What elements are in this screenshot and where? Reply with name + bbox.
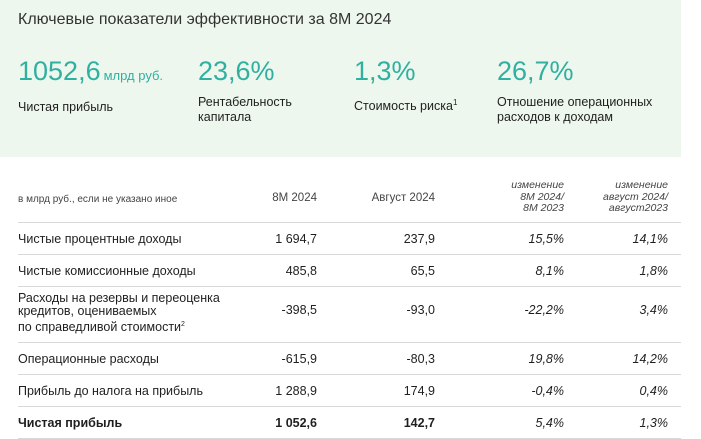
cell-august-2024: 174,9 [403,384,435,398]
header-august-2024: Август 2024 [371,192,435,204]
kpi-cost-income-ratio: 26,7% Отношение операционных расходов к … [497,55,652,125]
cell-change-8m: -0,4% [531,384,564,398]
cell-8m-2024: 1 052,6 [275,416,317,430]
kpi-net-profit: 1052,6 млрд руб. Чистая прибыль [18,55,163,115]
table-row: Расходы на резервы и переоценка кредитов… [18,287,681,343]
kpi-value: 1,3% [354,56,416,86]
header-units: в млрд руб., если не указано иное [18,194,178,205]
cell-change-august: 0,4% [639,384,669,398]
header-8m-2024: 8М 2024 [272,192,317,204]
cell-change-august: 1,3% [639,416,669,430]
cell-8m-2024: 485,8 [285,264,317,278]
kpi-unit: млрд руб. [103,68,164,83]
table-row: Операционные расходы -615,9 -80,3 19,8% … [18,343,681,375]
cell-august-2024: -80,3 [406,352,436,366]
table-row: Прибыль до налога на прибыль 1 288,9 174… [18,375,681,407]
footnote-marker: 2 [181,321,185,328]
row-label: Расходы на резервы и переоценка кредитов… [18,291,220,335]
header-change-8m: изменение 8М 2024/ 8М 2023 [511,179,564,214]
cell-8m-2024: -398,5 [281,303,317,317]
kpi-cost-of-risk: 1,3% Стоимость риска1 [354,55,457,114]
header-change-august: изменение август 2024/ август2023 [603,179,668,214]
kpi-label: Чистая прибыль [18,100,113,114]
cell-8m-2024: -615,9 [281,352,317,366]
cell-august-2024: 65,5 [410,264,435,278]
cell-8m-2024: 1 288,9 [275,384,317,398]
panel-title: Ключевые показатели эффективности за 8М … [18,11,392,28]
footnote-marker: 1 [452,98,458,107]
cell-change-8m: 8,1% [535,264,565,278]
row-label: Операционные расходы [18,352,159,366]
cell-change-august: 1,8% [639,264,669,278]
kpi-value: 23,6% [198,56,275,86]
row-label: Чистые процентные доходы [18,232,182,246]
cell-change-august: 14,2% [632,352,668,366]
row-label: Чистые комиссионные доходы [18,264,196,278]
financial-table: в млрд руб., если не указано иное 8М 202… [18,172,681,439]
table-header: в млрд руб., если не указано иное 8М 202… [18,172,681,223]
row-label: Прибыль до налога на прибыль [18,384,203,398]
kpi-label: Отношение операционных расходов к дохода… [497,95,653,124]
cell-change-8m: 5,4% [535,416,565,430]
cell-change-8m: 19,8% [528,352,564,366]
kpi-label: Рентабельность капитала [198,95,292,124]
row-label: Чистая прибыль [18,416,123,430]
cell-8m-2024: 1 694,7 [275,232,317,246]
kpi-value: 1052,6 млрд руб. [18,56,164,86]
cell-august-2024: 237,9 [403,232,435,246]
cell-august-2024: -93,0 [406,303,436,317]
kpi-panel: Ключевые показатели эффективности за 8М … [0,0,681,157]
cell-august-2024: 142,7 [403,416,435,430]
kpi-label: Стоимость риска1 [354,98,458,114]
kpi-roe: 23,6% Рентабельность капитала [198,55,292,125]
cell-change-8m: -22,2% [524,303,564,317]
kpi-value: 26,7% [497,56,574,86]
cell-change-august: 14,1% [632,232,668,246]
table-row: Чистые процентные доходы 1 694,7 237,9 1… [18,223,681,255]
cell-change-august: 3,4% [639,303,669,317]
table-row-total: Чистая прибыль 1 052,6 142,7 5,4% 1,3% [18,407,681,439]
table-row: Чистые комиссионные доходы 485,8 65,5 8,… [18,255,681,287]
cell-change-8m: 15,5% [528,232,564,246]
